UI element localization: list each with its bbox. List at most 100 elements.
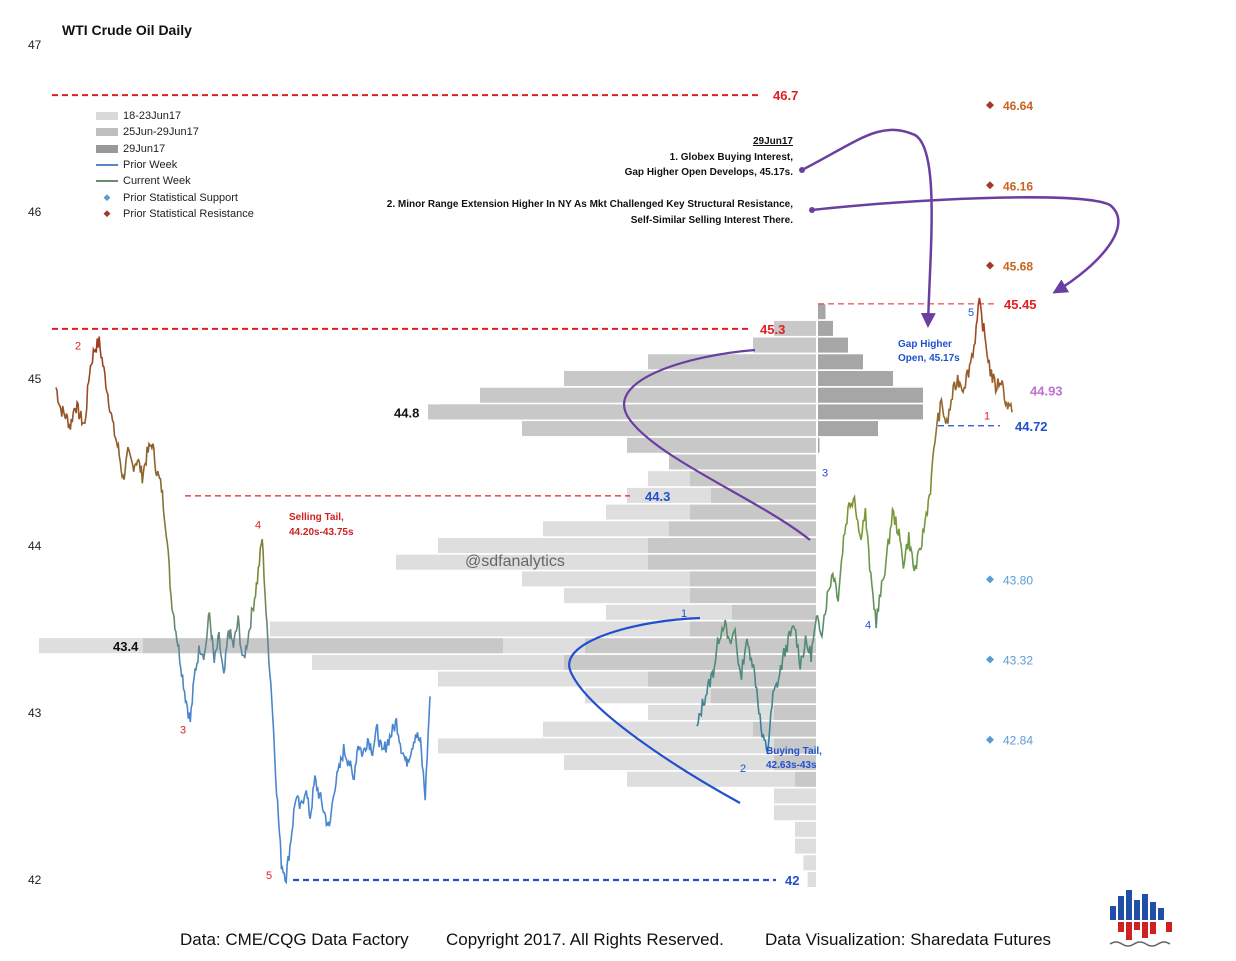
profile-bar-29jun [818,337,848,353]
price-label: 45.3 [760,322,785,337]
swing-label: 2 [740,763,746,775]
profile-bar-18-23jun [522,571,690,587]
legend-item: 18-23Jun17 [96,108,254,124]
legend-label: Prior Week [123,159,178,172]
y-axis: 42 43 44 45 46 47 [28,38,42,887]
swing-label: 4 [865,619,871,631]
profile-bar-25-29jun [774,320,816,336]
y-tick-label: 47 [28,38,42,52]
profile-bar-25-29jun [669,521,816,537]
volume-profile [39,304,923,887]
profile-bar-25-29jun [690,621,816,637]
support-diamond-icon [986,575,994,584]
profile-bar-25-29jun [690,471,816,487]
profile-bar-25-29jun [774,755,816,771]
legend-swatch [96,144,118,153]
resistance-value: 46.64 [1003,99,1033,113]
profile-bar-18-23jun [396,554,648,570]
legend-swatch [96,112,118,121]
support-value: 43.32 [1003,654,1033,668]
profile-bar-18-23jun [543,721,753,737]
price-label: 44.72 [1015,419,1048,434]
profile-bar-18-23jun [648,705,774,720]
legend-diamond-icon: ◆ [103,192,111,203]
profile-bar-18-23jun [543,521,669,537]
profile-bar-29jun [818,354,863,370]
legend-item: Prior Week [96,157,254,173]
swing-label: 1 [681,608,687,620]
profile-bar-25-29jun [648,538,816,553]
legend-item: ◆ Prior Statistical Support [96,189,254,205]
swing-label: 4 [255,519,261,531]
footer-copyright: Copyright 2017. All Rights Reserved. [446,930,724,949]
watermark: @sdfanalytics [465,553,565,570]
distribution-curve-purple [622,348,811,541]
buying-tail-range: 42.63s-43s [766,760,817,771]
profile-bar-25-29jun [711,487,816,503]
profile-bar-25-29jun [627,437,816,453]
resistance-value: 46.16 [1003,179,1033,193]
gap-higher-label: Gap Higher [898,339,952,350]
support-diamond-icon [986,735,994,744]
profile-bar-18-23jun [803,855,816,871]
profile-bar-25-29jun [522,421,816,437]
profile-bar-18-23jun [795,838,816,854]
profile-bar-25-29jun [564,654,816,670]
profile-bar-18-23jun [606,504,690,520]
profile-bar-18-23jun [270,621,690,637]
resistance-diamond-icon [986,261,994,270]
y-tick-label: 46 [28,205,42,219]
profile-bar-25-29jun [795,771,816,787]
price-label: 42 [785,873,799,888]
profile-bar-25-29jun [711,688,816,704]
note2-line1: 2. Minor Range Extension Higher In NY As… [387,199,793,210]
y-tick-label: 43 [28,706,42,720]
swing-label: 3 [180,725,186,737]
price-label: 44.8 [394,405,419,420]
profile-bar-18-23jun [648,471,690,487]
profile-bar-25-29jun [753,337,816,353]
profile-bar-29jun [818,437,820,453]
current-week-line [696,297,1013,755]
selling-tail-label: Selling Tail, [289,512,344,523]
profile-bar-25-29jun [669,454,816,470]
price-levels: 46.745.344.34245.4544.7244.9344.843.446.… [52,88,1063,888]
profile-bar-18-23jun [585,688,711,704]
profile-bar-25-29jun [648,671,816,687]
swing-label: 3 [822,468,828,480]
profile-bar-29jun [818,371,893,386]
legend-label: 29Jun17 [123,142,166,155]
profile-bar-29jun [818,404,923,420]
poc-bar-44-8 [428,404,614,420]
legend-label: Current Week [123,175,191,188]
profile-bar-18-23jun [627,771,795,787]
chart-legend: 18-23Jun17 25Jun-29Jun17 29Jun17 Prior Week… [96,108,254,222]
legend-swatch [96,128,118,137]
profile-bar-29jun [818,387,923,403]
note2-arrow [811,196,1120,294]
profile-bar-18-23jun [312,654,564,670]
prior-week-line [55,336,431,885]
legend-label: 25Jun-29Jun17 [123,126,199,139]
profile-bar-18-23jun [438,738,774,754]
price-label: 44.93 [1030,384,1063,399]
profile-bar-25-29jun [690,504,816,520]
profile-bar-25-29jun [732,604,816,620]
profile-bar-18-23jun [438,671,648,687]
support-value: 42.84 [1003,734,1033,748]
legend-swatch [96,180,118,183]
price-label: 45.45 [1004,297,1037,312]
y-tick-label: 44 [28,539,42,553]
legend-item: 25Jun-29Jun17 [96,124,254,140]
chart-title: WTI Crude Oil Daily [62,22,192,38]
gap-higher-value: Open, 45.17s [898,353,960,364]
legend-item: 29Jun17 [96,141,254,157]
note2-line2: Self-Similar Selling Interest There. [631,215,793,226]
profile-bar-18-23jun [564,588,690,604]
y-tick-label: 45 [28,372,42,386]
y-tick-label: 42 [28,873,42,887]
price-label: 43.4 [113,639,139,654]
profile-bar-29jun [818,304,826,320]
profile-bar-25-29jun [690,588,816,604]
